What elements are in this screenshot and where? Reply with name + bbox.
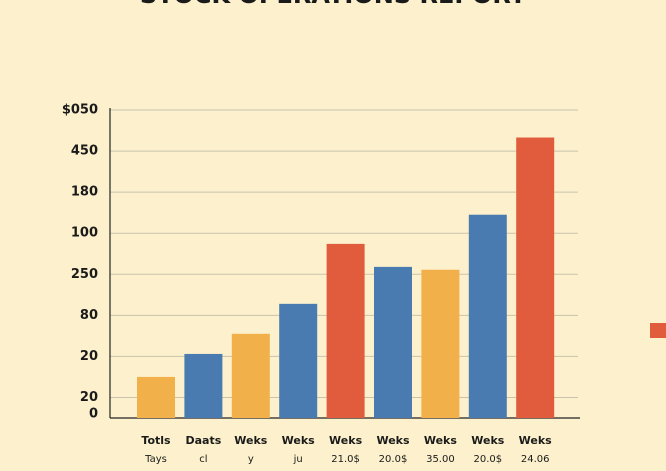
x-tick-sublabel: cl — [199, 454, 207, 465]
bar — [279, 303, 318, 418]
y-tick-label: 100 — [71, 226, 98, 241]
x-tick-sublabel: 21.0$ — [331, 454, 360, 465]
y-tick-label: 0 — [89, 407, 98, 422]
x-tick-label: Weks — [424, 434, 458, 447]
bar — [137, 376, 175, 418]
y-tick-label: 20 — [80, 390, 98, 405]
x-tick-label: Weks — [376, 434, 410, 447]
bar — [184, 353, 223, 418]
chart-title: STOCK OPERATIONS REPORT — [140, 0, 527, 9]
y-tick-label: 250 — [71, 267, 98, 282]
x-tick-label: Daats — [186, 434, 222, 447]
bar — [516, 137, 555, 419]
y-tick-label: 450 — [71, 144, 98, 159]
x-tick-sublabel: y — [248, 454, 254, 465]
x-tick-sublabel: 35.00 — [426, 454, 455, 465]
decoration — [650, 323, 666, 338]
bar — [421, 269, 460, 418]
x-tick-sublabel: 20.0$ — [379, 454, 408, 465]
x-tick-label: Totls — [141, 434, 171, 447]
x-tick-label: Weks — [282, 434, 316, 447]
x-tick-sublabel: 20.0$ — [473, 454, 502, 465]
x-tick-label: Weks — [519, 434, 553, 447]
x-tick-sublabel: ju — [293, 454, 303, 465]
bar — [326, 243, 365, 418]
x-tick-sublabel: 24.06 — [521, 454, 550, 465]
x-tick-label: Weks — [471, 434, 505, 447]
bar — [374, 266, 412, 418]
bar — [468, 214, 507, 418]
y-tick-label: 20 — [80, 349, 98, 364]
x-tick-label: Weks — [329, 434, 363, 447]
x-tick-sublabel: Tays — [144, 454, 167, 465]
y-tick-label: $050 — [62, 103, 98, 118]
y-tick-label: 80 — [80, 308, 98, 323]
x-tick-label: Weks — [234, 434, 268, 447]
bar — [231, 333, 270, 418]
y-tick-label: 180 — [71, 185, 98, 200]
